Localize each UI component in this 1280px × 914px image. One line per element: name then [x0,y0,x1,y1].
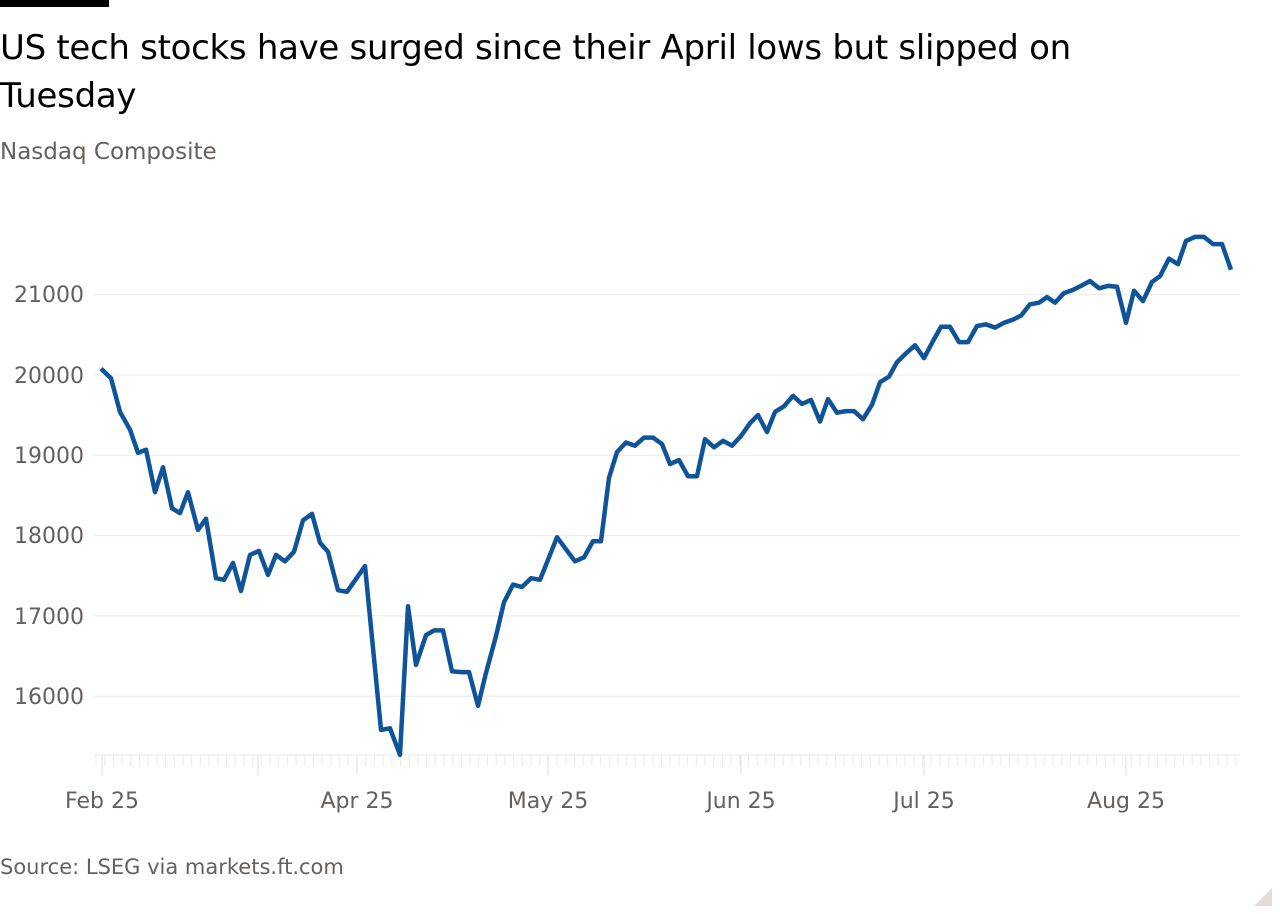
resize-corner-icon [1254,888,1272,906]
x-tick-label: Jun 25 [704,789,775,814]
source-note: Source: LSEG via markets.ft.com [0,855,344,879]
x-tick-label: Aug 25 [1087,789,1165,814]
nasdaq-composite-line [99,234,1234,758]
y-tick-label: 21000 [14,283,84,308]
y-tick-label: 16000 [14,685,84,710]
y-tick-label: 20000 [14,364,84,389]
gridlines [94,294,1240,697]
x-tick-label: May 25 [508,789,588,814]
y-axis: 21000 20000 19000 18000 17000 16000 [14,283,84,710]
y-tick-label: 18000 [14,524,84,549]
x-ticks [95,755,1237,775]
x-tick-label: Jul 25 [891,789,955,814]
y-tick-label: 19000 [14,444,84,469]
accent-bar [0,0,109,7]
y-tick-label: 17000 [14,605,84,630]
x-tick-label: Apr 25 [320,789,393,814]
chart-subtitle: Nasdaq Composite [0,139,217,165]
x-axis: Feb 25 Apr 25 May 25 Jun 25 Jul 25 Aug 2… [65,754,1240,814]
x-tick-label: Feb 25 [65,789,139,814]
chart-title: US tech stocks have surged since their A… [0,28,1071,116]
